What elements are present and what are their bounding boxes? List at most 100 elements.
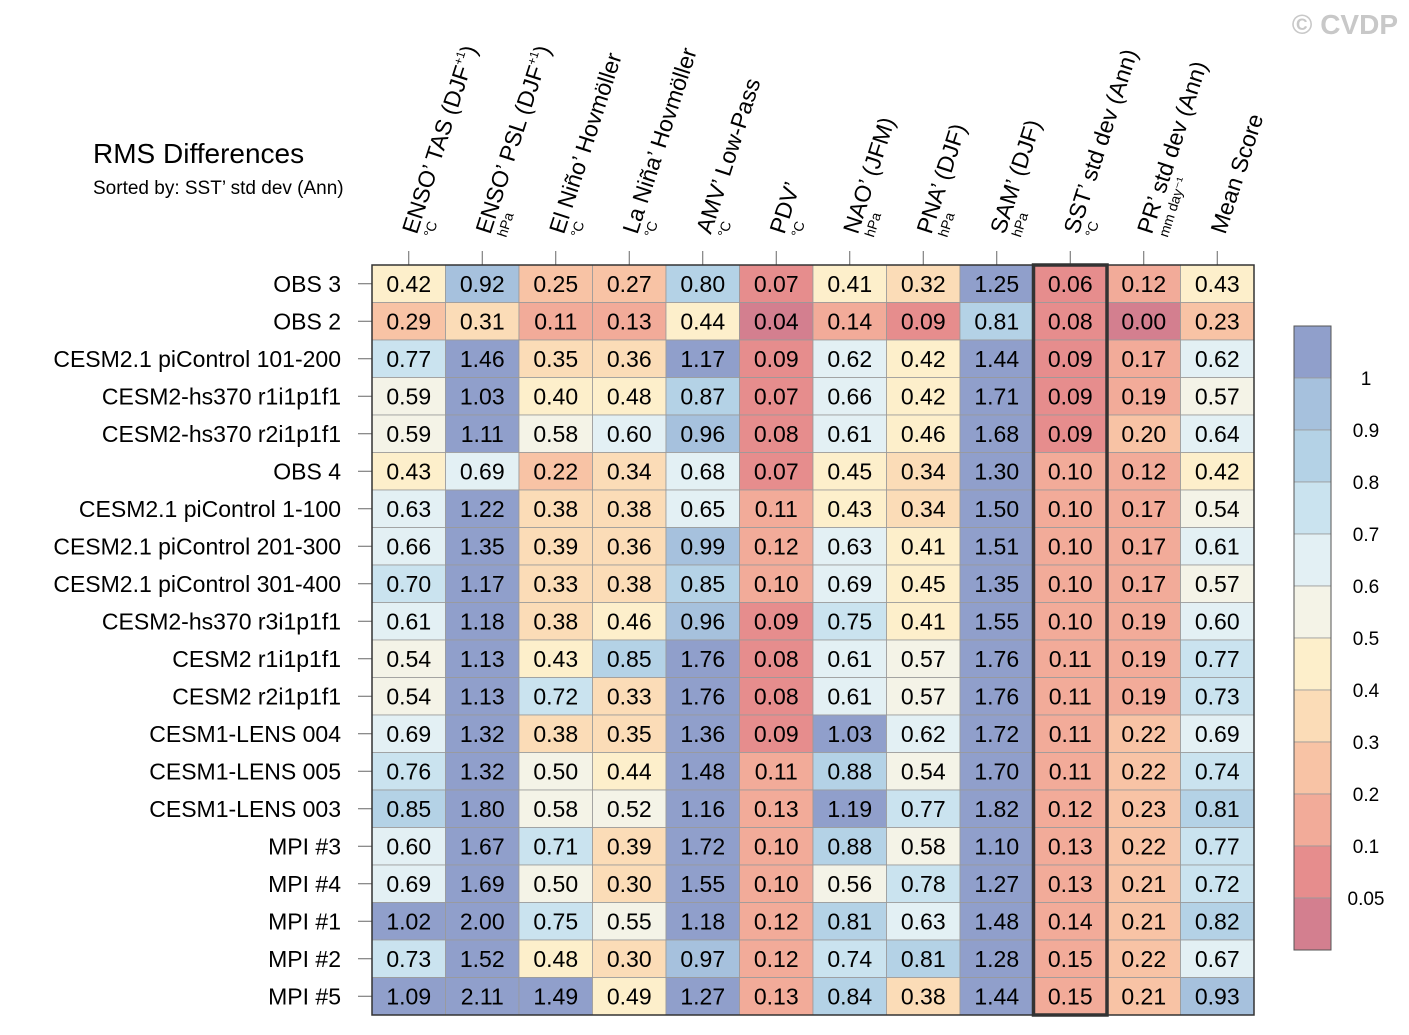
cell-value-label: 0.34 — [901, 496, 946, 522]
heatmap-cell — [886, 377, 961, 416]
heatmap-cell — [886, 414, 961, 453]
heatmap-cell — [518, 564, 593, 603]
heatmap-cell — [592, 377, 667, 416]
cell-value-label: 0.56 — [827, 871, 872, 897]
cell-value-label: 1.19 — [827, 796, 872, 822]
cell-value-label: 0.60 — [1195, 608, 1240, 634]
cell-value-label: 0.45 — [901, 571, 946, 597]
row-label: CESM2-hs370 r2i1p1f1 — [102, 421, 341, 447]
heatmap-cell — [592, 714, 667, 753]
cell-value-label: 0.96 — [680, 421, 725, 447]
cell-value-label: 0.33 — [533, 571, 578, 597]
cell-value-label: 0.75 — [533, 908, 578, 934]
heatmap-cell — [886, 902, 961, 941]
column-unit-label: hPa — [1008, 210, 1031, 239]
row-label: CESM2.1 piControl 101-200 — [53, 346, 341, 372]
cell-value-label: 0.14 — [827, 308, 872, 334]
heatmap-cell — [886, 977, 961, 1016]
heatmap-cell — [739, 602, 814, 641]
cell-value-label: 0.65 — [680, 496, 725, 522]
heatmap-cell — [445, 639, 520, 678]
colorbar-box — [1293, 689, 1332, 743]
heatmap-cell — [665, 939, 740, 978]
cell-value-label: 0.38 — [607, 571, 652, 597]
heatmap-cell — [959, 677, 1034, 716]
row-label: OBS 2 — [273, 308, 341, 334]
cell-value-label: 0.09 — [1048, 383, 1093, 409]
column-label: SST’ std dev (Ann) — [1058, 46, 1142, 237]
heatmap-cell — [592, 752, 667, 791]
heatmap-cell — [1106, 677, 1181, 716]
cell-value-label: 1.55 — [974, 608, 1019, 634]
heatmap-cell — [959, 714, 1034, 753]
cell-value-label: 0.69 — [386, 721, 431, 747]
cell-value-label: 1.35 — [974, 571, 1019, 597]
cell-value-label: 0.60 — [607, 421, 652, 447]
heatmap-cell — [1180, 752, 1255, 791]
heatmap-cell — [371, 864, 446, 903]
cell-value-label: 0.77 — [1195, 833, 1240, 859]
cell-value-label: 0.69 — [827, 571, 872, 597]
heatmap-cell — [959, 977, 1034, 1016]
cell-value-label: 0.29 — [386, 308, 431, 334]
cell-value-label: 1.30 — [974, 458, 1019, 484]
cell-value-label: 0.11 — [1049, 683, 1092, 709]
row-label: MPI #1 — [268, 908, 341, 934]
cell-value-label: 0.12 — [754, 533, 799, 559]
colorbar-label: 0.8 — [1353, 473, 1379, 494]
heatmap-cell — [739, 527, 814, 566]
heatmap-cell — [1180, 414, 1255, 453]
heatmap-cell — [739, 752, 814, 791]
cell-value-label: 0.80 — [680, 271, 725, 297]
cell-value-label: 0.74 — [827, 946, 872, 972]
cell-value-label: 1.13 — [460, 683, 505, 709]
heatmap-cell — [812, 864, 887, 903]
cell-value-label: 0.50 — [533, 871, 578, 897]
heatmap-cell — [959, 827, 1034, 866]
heatmap-cell — [1033, 714, 1108, 753]
heatmap-cell — [592, 789, 667, 828]
cell-value-label: 0.11 — [1049, 758, 1092, 784]
cell-value-label: 0.87 — [680, 383, 725, 409]
cell-value-label: 1.09 — [386, 983, 431, 1009]
cell-value-label: 0.59 — [386, 383, 431, 409]
heatmap-cell — [371, 752, 446, 791]
heatmap-cell — [665, 339, 740, 378]
cell-value-label: 0.62 — [1195, 346, 1240, 372]
column-label: ENSO’ PSL (DJF+1) — [470, 42, 555, 236]
cell-value-label: 0.12 — [754, 946, 799, 972]
heatmap-cell — [959, 302, 1034, 341]
heatmap-cell — [592, 639, 667, 678]
heatmap-cell — [518, 452, 593, 491]
cell-value-label: 0.09 — [901, 308, 946, 334]
cell-value-label: 1.44 — [974, 346, 1019, 372]
heatmap-cell — [812, 602, 887, 641]
cell-value-label: 0.09 — [754, 346, 799, 372]
heatmap-cell — [1180, 602, 1255, 641]
cell-value-label: 0.72 — [1195, 871, 1240, 897]
heatmap-cell — [592, 452, 667, 491]
heatmap-cell — [812, 677, 887, 716]
row-label: CESM2.1 piControl 201-300 — [53, 533, 341, 559]
cell-value-label: 0.22 — [1121, 721, 1166, 747]
heatmap-cell — [959, 939, 1034, 978]
column-header: SAM’ (DJF)hPa — [985, 116, 1046, 239]
cell-value-label: 0.21 — [1121, 871, 1166, 897]
cell-value-label: 0.57 — [901, 646, 946, 672]
heatmap-cell — [518, 752, 593, 791]
cell-value-label: 0.33 — [607, 683, 652, 709]
cell-value-label: 0.06 — [1048, 271, 1093, 297]
heatmap-cell — [592, 302, 667, 341]
heatmap-cell — [665, 864, 740, 903]
heatmap-cell — [665, 452, 740, 491]
cell-value-label: 0.20 — [1121, 421, 1166, 447]
heatmap-cell — [812, 564, 887, 603]
column-label: AMV’ Low-Pass — [691, 75, 766, 237]
cell-value-label: 0.59 — [386, 421, 431, 447]
cell-value-label: 0.11 — [1049, 646, 1092, 672]
heatmap-cell — [739, 639, 814, 678]
cell-value-label: 0.12 — [754, 908, 799, 934]
cell-value-label: 1.71 — [974, 383, 1019, 409]
cell-value-label: 0.63 — [901, 908, 946, 934]
cell-value-label: 0.73 — [386, 946, 431, 972]
